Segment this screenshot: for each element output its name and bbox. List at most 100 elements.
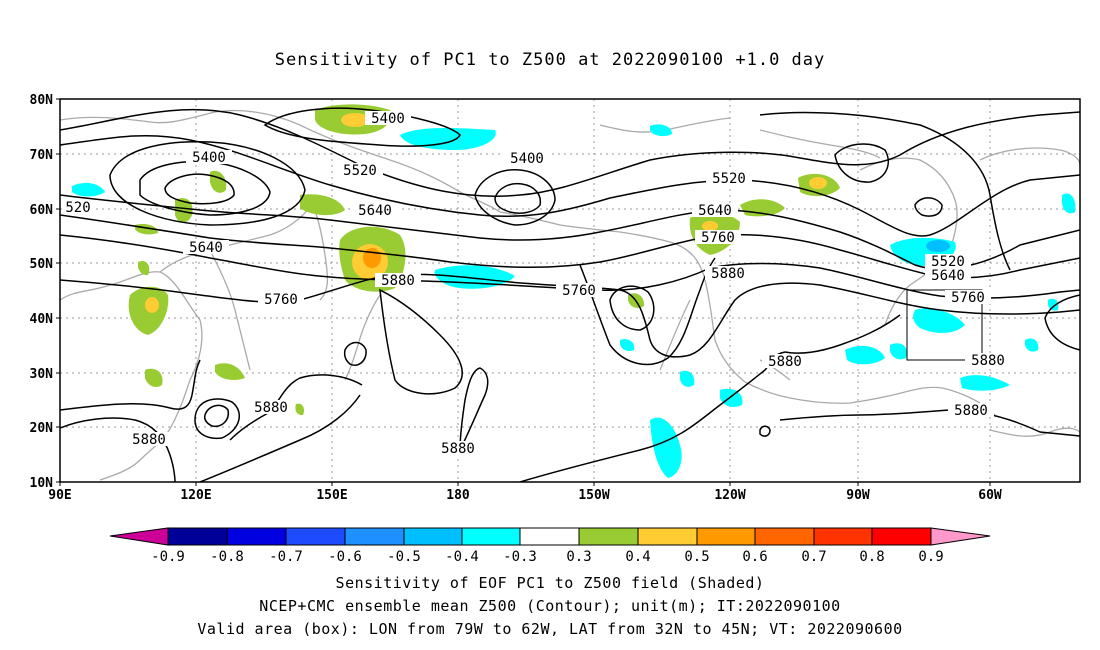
colorbar-cell (813, 527, 873, 546)
shade-positive (295, 403, 305, 416)
colorbar-label: 0.6 (742, 549, 767, 565)
colorbar-label: 0.3 (566, 549, 591, 565)
lat-label: 70N (30, 148, 54, 163)
colorbar-cell (578, 527, 639, 546)
colorbar-cell (871, 527, 932, 546)
contour-label: 5760 (951, 290, 985, 306)
caption-line-1: Sensitivity of EOF PC1 to Z500 field (Sh… (335, 574, 765, 592)
lat-label: 60N (30, 203, 54, 218)
colorbar-cell (754, 527, 815, 546)
contour-label: 5400 (371, 111, 405, 127)
contour-label: 5640 (358, 203, 392, 219)
shade-negative (650, 417, 682, 478)
shade-positive-core (341, 113, 369, 127)
caption-line-3: Valid area (box): LON from 79W to 62W, L… (197, 620, 903, 638)
colorbar-cell (696, 527, 756, 546)
lat-label: 20N (30, 421, 54, 436)
shade-positive-core (809, 177, 827, 189)
colorbar-low-arrow (109, 527, 169, 546)
colorbar-label: 0.7 (801, 549, 826, 565)
caption-line-2: NCEP+CMC ensemble mean Z500 (Contour); u… (259, 597, 841, 615)
colorbar-high-arrow (930, 527, 991, 546)
lat-label: 80N (30, 93, 54, 108)
shade-positive-core (702, 221, 718, 231)
contour-label: 5880 (132, 432, 166, 448)
shade-negative (650, 124, 672, 137)
contour-label: 5520 (931, 254, 965, 270)
lat-label: 10N (30, 476, 54, 491)
shade-negative-core (926, 240, 950, 252)
colorbar-label: -0.4 (445, 549, 479, 565)
lon-label: 90E (48, 488, 71, 503)
colorbar (109, 527, 991, 546)
colorbar-label: -0.7 (269, 549, 303, 565)
colorbar-cell (461, 527, 521, 546)
lat-label: 40N (30, 312, 54, 327)
colorbar-cell (285, 527, 346, 546)
shade-negative (620, 339, 635, 352)
colorbar-label: -0.8 (210, 549, 244, 565)
contour-label: 5640 (931, 268, 965, 284)
contour-labels: 5400 5400 5400 5520 520 5640 5640 5760 5… (62, 111, 1011, 457)
contour-label: 5880 (441, 441, 475, 457)
colorbar-label: -0.3 (503, 549, 537, 565)
contour-label: 5640 (189, 240, 223, 256)
colorbar-cell (226, 527, 287, 546)
shade-negative (1048, 298, 1059, 311)
lon-label: 150W (578, 488, 609, 503)
lon-labels: 90E 120E 150E 180 150W 120W 90W 60W (48, 488, 1002, 503)
lon-label: 90W (846, 488, 870, 503)
colorbar-label: 0.8 (859, 549, 884, 565)
shade-negative (720, 388, 743, 408)
shade-positive (215, 363, 245, 380)
contour-label: 5880 (971, 353, 1005, 369)
shade-positive (138, 260, 150, 276)
colorbar-cell (637, 527, 698, 546)
axis-ticks (56, 98, 991, 486)
contour-label: 520 (65, 200, 90, 216)
colorbar-label: 0.4 (625, 549, 650, 565)
contour-label: 5400 (510, 151, 544, 167)
colorbar-cell (403, 527, 463, 546)
colorbar-cell (167, 527, 228, 546)
plot-frame (59, 98, 1081, 483)
valid-area-box (906, 289, 983, 361)
lon-label: 180 (446, 488, 470, 503)
shade-negative (1025, 338, 1039, 352)
contour-label: 5880 (954, 403, 988, 419)
lon-label: 150E (316, 488, 347, 503)
lon-label: 120E (180, 488, 211, 503)
colorbar-labels: -0.9 -0.8 -0.7 -0.6 -0.5 -0.4 -0.3 0.3 0… (151, 549, 944, 565)
shade-negative (1062, 193, 1076, 214)
shade-positive (145, 368, 163, 388)
colorbar-cell (344, 527, 405, 546)
shade-negative (680, 370, 695, 387)
colorbar-label: 0.9 (918, 549, 943, 565)
shade-positive-core (145, 297, 159, 313)
colorbar-label: -0.9 (151, 549, 185, 565)
lat-label: 30N (30, 367, 54, 382)
contour-label: 5520 (343, 163, 377, 179)
contour-label: 5520 (712, 171, 746, 187)
shade-negative (913, 308, 965, 333)
shade-negative (845, 345, 885, 365)
lon-label: 60W (978, 488, 1002, 503)
shade-positive (300, 194, 345, 216)
shade-positive (175, 198, 193, 223)
shade-negative (960, 375, 1010, 391)
contour-label: 5880 (381, 273, 415, 289)
colorbar-label: -0.5 (387, 549, 421, 565)
lat-labels: 80N 70N 60N 50N 40N 30N 20N 10N (30, 93, 54, 491)
contour-label: 5760 (562, 283, 596, 299)
lat-label: 50N (30, 257, 54, 272)
contour-label: 5400 (192, 150, 226, 166)
colorbar-label: -0.6 (328, 549, 362, 565)
contour-label: 5640 (698, 203, 732, 219)
contour-label: 5880 (254, 400, 288, 416)
contour-label: 5760 (264, 292, 298, 308)
contour-label: 5880 (711, 266, 745, 282)
map-title-overlay: Sensitivity of PC1 to Z500 at 2022090100… (274, 50, 826, 70)
colorbar-label: 0.5 (684, 549, 709, 565)
shade-negative (400, 127, 496, 150)
